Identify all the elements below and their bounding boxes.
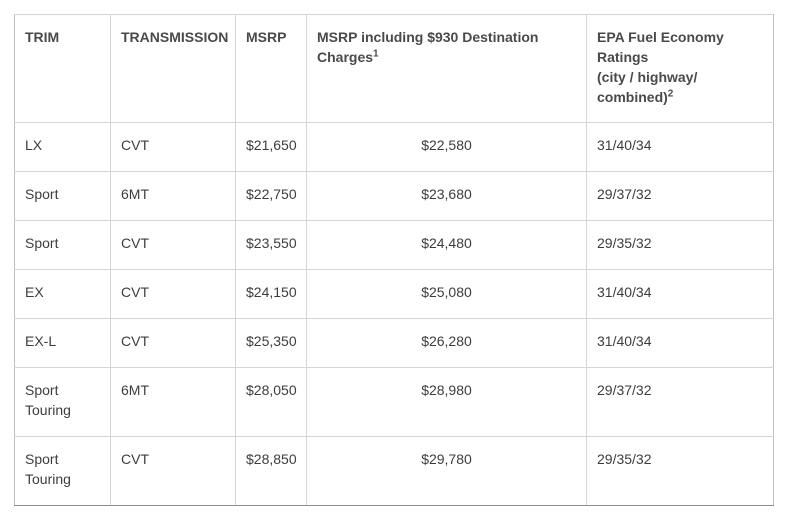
cell-trim: Sport (14, 220, 111, 270)
header-epa-fuel-economy: EPA Fuel Economy Ratings (city / highway/… (586, 14, 774, 123)
header-row: TRIM TRANSMISSION MSRP MSRP including $9… (14, 14, 774, 123)
cell-transmission: CVT (110, 269, 236, 319)
cell-msrp-destination: $29,780 (306, 436, 587, 506)
table-row: LX CVT $21,650 $22,580 31/40/34 (14, 122, 774, 172)
cell-msrp-destination: $22,580 (306, 122, 587, 172)
cell-msrp: $28,050 (235, 367, 307, 437)
cell-epa: 31/40/34 (586, 122, 774, 172)
cell-msrp: $22,750 (235, 171, 307, 221)
cell-epa: 29/35/32 (586, 436, 774, 506)
cell-msrp-destination: $25,080 (306, 269, 587, 319)
cell-msrp: $25,350 (235, 318, 307, 368)
cell-msrp: $28,850 (235, 436, 307, 506)
cell-trim: Sport Touring (14, 367, 111, 437)
cell-transmission: 6MT (110, 171, 236, 221)
footnote-2-marker: 2 (667, 88, 674, 100)
pricing-table-container: TRIM TRANSMISSION MSRP MSRP including $9… (14, 14, 774, 506)
cell-trim: LX (14, 122, 111, 172)
table-row: Sport CVT $23,550 $24,480 29/35/32 (14, 220, 774, 270)
header-epa-label: EPA Fuel Economy Ratings (597, 29, 724, 65)
header-transmission: TRANSMISSION (110, 14, 236, 123)
cell-msrp-destination: $28,980 (306, 367, 587, 437)
cell-msrp: $24,150 (235, 269, 307, 319)
cell-transmission: CVT (110, 436, 236, 506)
table-row: Sport 6MT $22,750 $23,680 29/37/32 (14, 171, 774, 221)
cell-transmission: CVT (110, 318, 236, 368)
cell-msrp: $23,550 (235, 220, 307, 270)
header-trim: TRIM (14, 14, 111, 123)
cell-epa: 31/40/34 (586, 269, 774, 319)
table-row: Sport Touring 6MT $28,050 $28,980 29/37/… (14, 367, 774, 437)
cell-trim: Sport Touring (14, 436, 111, 506)
cell-msrp-destination: $26,280 (306, 318, 587, 368)
pricing-table: TRIM TRANSMISSION MSRP MSRP including $9… (14, 14, 774, 506)
table-row: EX-L CVT $25,350 $26,280 31/40/34 (14, 318, 774, 368)
cell-msrp-destination: $23,680 (306, 171, 587, 221)
cell-trim: EX (14, 269, 111, 319)
cell-transmission: 6MT (110, 367, 236, 437)
cell-epa: 29/37/32 (586, 171, 774, 221)
header-epa-units: (city / highway/ combined) (597, 69, 698, 105)
cell-transmission: CVT (110, 122, 236, 172)
cell-msrp-destination: $24,480 (306, 220, 587, 270)
table-row: EX CVT $24,150 $25,080 31/40/34 (14, 269, 774, 319)
cell-epa: 29/35/32 (586, 220, 774, 270)
cell-transmission: CVT (110, 220, 236, 270)
cell-epa: 31/40/34 (586, 318, 774, 368)
cell-epa: 29/37/32 (586, 367, 774, 437)
footnote-1-marker: 1 (373, 48, 379, 60)
table-row: Sport Touring CVT $28,850 $29,780 29/35/… (14, 436, 774, 506)
header-msrp: MSRP (235, 14, 307, 123)
cell-trim: EX-L (14, 318, 111, 368)
cell-trim: Sport (14, 171, 111, 221)
cell-msrp: $21,650 (235, 122, 307, 172)
header-msrp-destination-label: MSRP including $930 Destination Charges (317, 29, 539, 65)
header-msrp-destination: MSRP including $930 Destination Charges1 (306, 14, 587, 123)
